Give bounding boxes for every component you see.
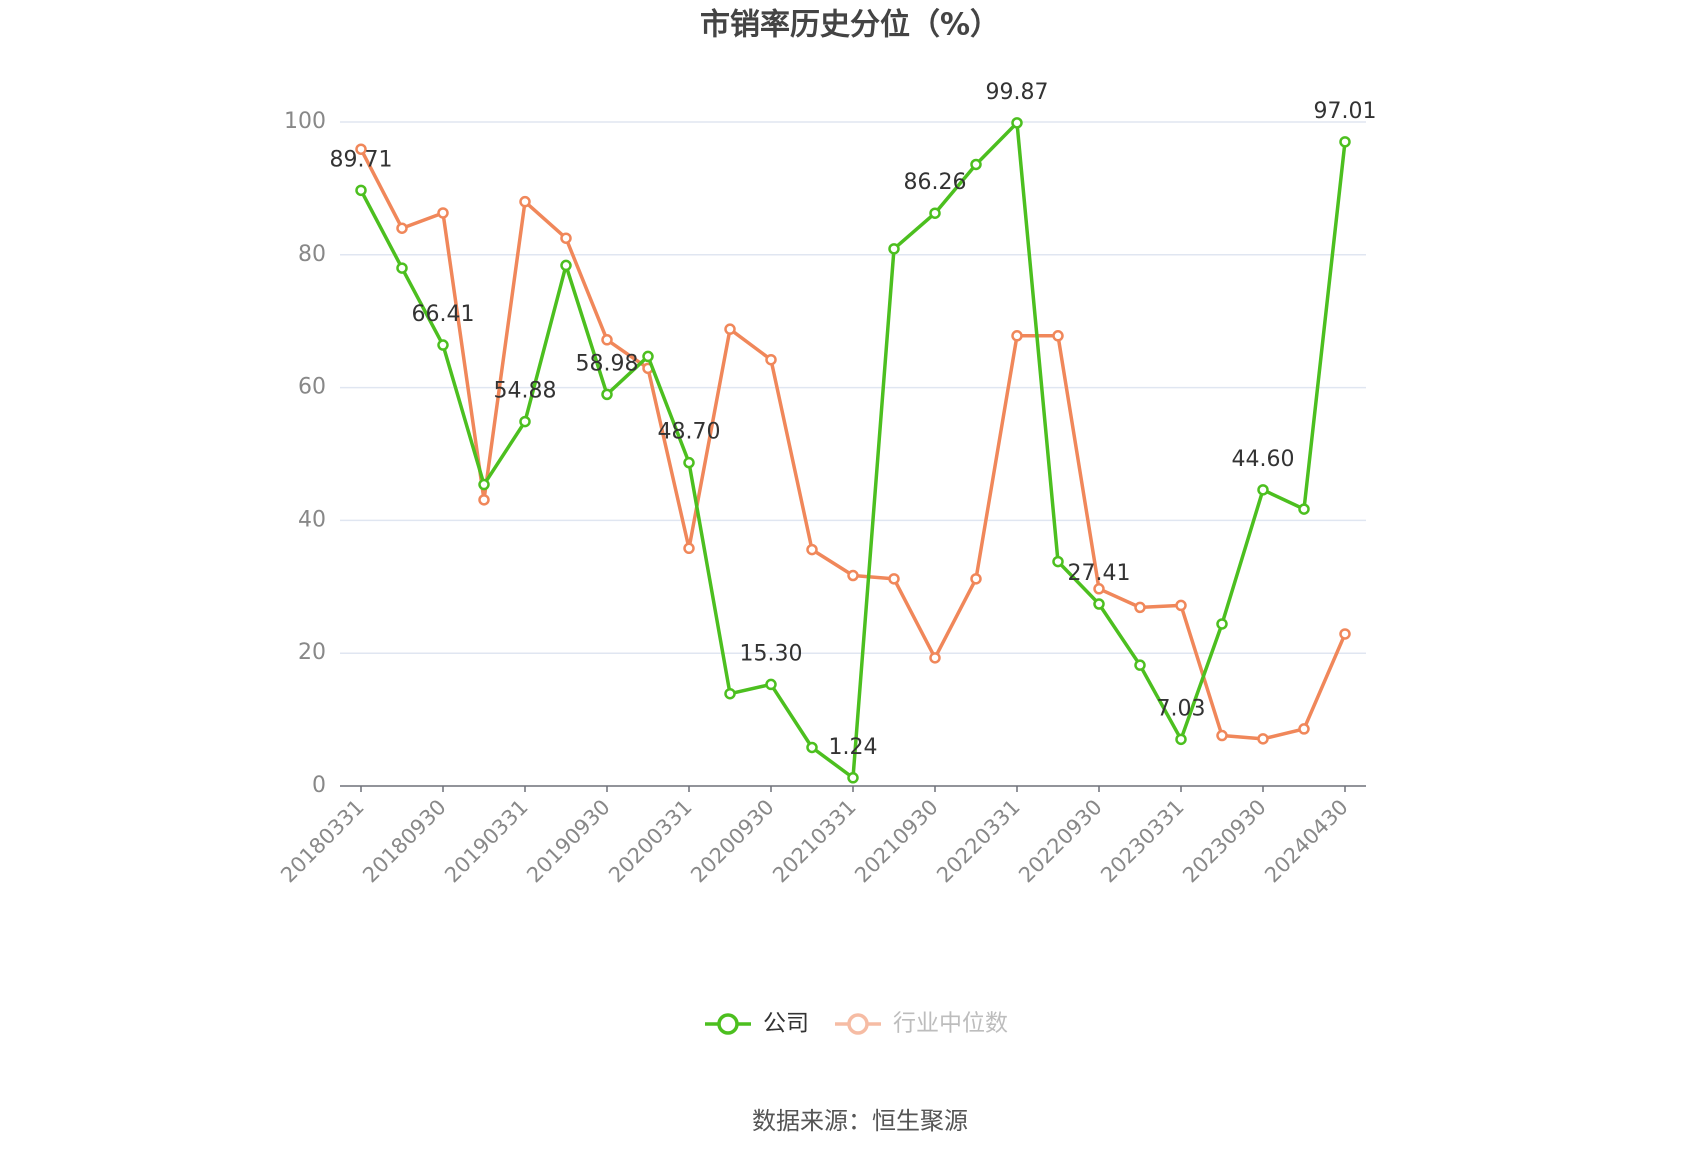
data-point [847, 569, 859, 582]
data-point [765, 353, 777, 366]
data-point [396, 262, 408, 274]
data-point [970, 158, 982, 171]
data-point [1052, 555, 1064, 568]
x-tick-label: 20210331 [768, 795, 861, 888]
data-label: 99.87 [986, 80, 1049, 105]
data-point [806, 543, 818, 556]
data-point [1257, 733, 1269, 745]
data-label: 44.60 [1232, 447, 1295, 472]
legend-item: 行业中位数 [835, 1011, 1008, 1037]
data-label: 97.01 [1314, 99, 1377, 124]
x-tick-label: 20190930 [522, 795, 615, 888]
x-tick-label: 20220930 [1014, 795, 1107, 888]
legend-marker [847, 1013, 869, 1035]
legend-label: 公司 [763, 1011, 809, 1037]
data-point [519, 195, 531, 208]
legend-label: 行业中位数 [893, 1011, 1008, 1037]
data-point [396, 222, 408, 234]
data-point [1052, 330, 1064, 342]
source-note: 数据来源：恒生聚源 [752, 1107, 968, 1135]
data-point [1134, 601, 1146, 614]
data-point [519, 415, 531, 428]
data-label: 15.30 [740, 641, 803, 666]
y-tick-label: 100 [284, 109, 326, 134]
data-point [1298, 503, 1310, 515]
y-tick-label: 40 [298, 507, 326, 532]
data-point [806, 741, 818, 754]
data-label: 27.41 [1068, 561, 1131, 586]
data-point [601, 388, 613, 401]
data-label: 7.03 [1157, 696, 1206, 721]
chart-title: 市销率历史分位（%） [700, 8, 1000, 43]
data-point [929, 652, 941, 664]
x-tick-label: 20200930 [686, 795, 779, 888]
data-point [355, 184, 367, 197]
data-point [1011, 330, 1023, 342]
data-label: 66.41 [412, 302, 475, 327]
data-point [1175, 733, 1187, 746]
data-point [437, 207, 449, 219]
x-tick-label: 20190331 [440, 795, 533, 888]
data-point [1339, 136, 1351, 148]
data-point [724, 323, 736, 335]
y-tick-label: 0 [312, 773, 326, 798]
x-tick-label: 20180930 [358, 795, 451, 888]
data-label: 54.88 [494, 379, 557, 404]
data-point [437, 339, 449, 351]
data-point [355, 143, 367, 155]
data-point [724, 687, 736, 700]
data-point [478, 478, 490, 491]
x-tick-label: 20180331 [276, 795, 369, 888]
data-point [683, 456, 695, 469]
data-point [929, 207, 941, 219]
data-point [765, 678, 777, 691]
data-point [1093, 598, 1105, 610]
data-point [888, 573, 900, 585]
data-point [1134, 659, 1146, 671]
data-point [560, 259, 572, 272]
x-tick-label: 20230331 [1096, 795, 1189, 888]
x-tick-label: 20240430 [1260, 795, 1353, 888]
y-tick-label: 60 [298, 375, 326, 400]
data-label: 86.26 [904, 170, 967, 195]
x-tick-label: 20230930 [1178, 795, 1271, 888]
data-point [1093, 583, 1105, 595]
y-tick-label: 80 [298, 242, 326, 267]
data-point [970, 573, 982, 585]
data-point [1216, 618, 1228, 630]
data-point [1257, 484, 1269, 496]
x-tick-label: 20200331 [604, 795, 697, 888]
data-point [1339, 628, 1351, 640]
data-point [1216, 729, 1228, 742]
data-point [642, 350, 654, 363]
data-point [478, 494, 490, 506]
legend-marker [717, 1013, 739, 1035]
data-point [683, 542, 695, 555]
data-label: 1.24 [829, 735, 878, 760]
data-point [847, 772, 859, 784]
data-point [888, 243, 900, 255]
y-tick-label: 20 [298, 640, 326, 665]
legend-item: 公司 [705, 1011, 809, 1037]
data-label: 58.98 [576, 351, 639, 376]
data-point [1011, 117, 1023, 129]
data-point [601, 334, 613, 346]
data-label: 89.71 [330, 147, 393, 172]
data-point [560, 232, 572, 244]
x-tick-label: 20220331 [932, 795, 1025, 888]
series-line [359, 121, 1347, 780]
data-label: 48.70 [658, 420, 721, 445]
data-point [1175, 599, 1187, 612]
data-point [1298, 723, 1310, 735]
x-tick-label: 20210930 [850, 795, 943, 888]
